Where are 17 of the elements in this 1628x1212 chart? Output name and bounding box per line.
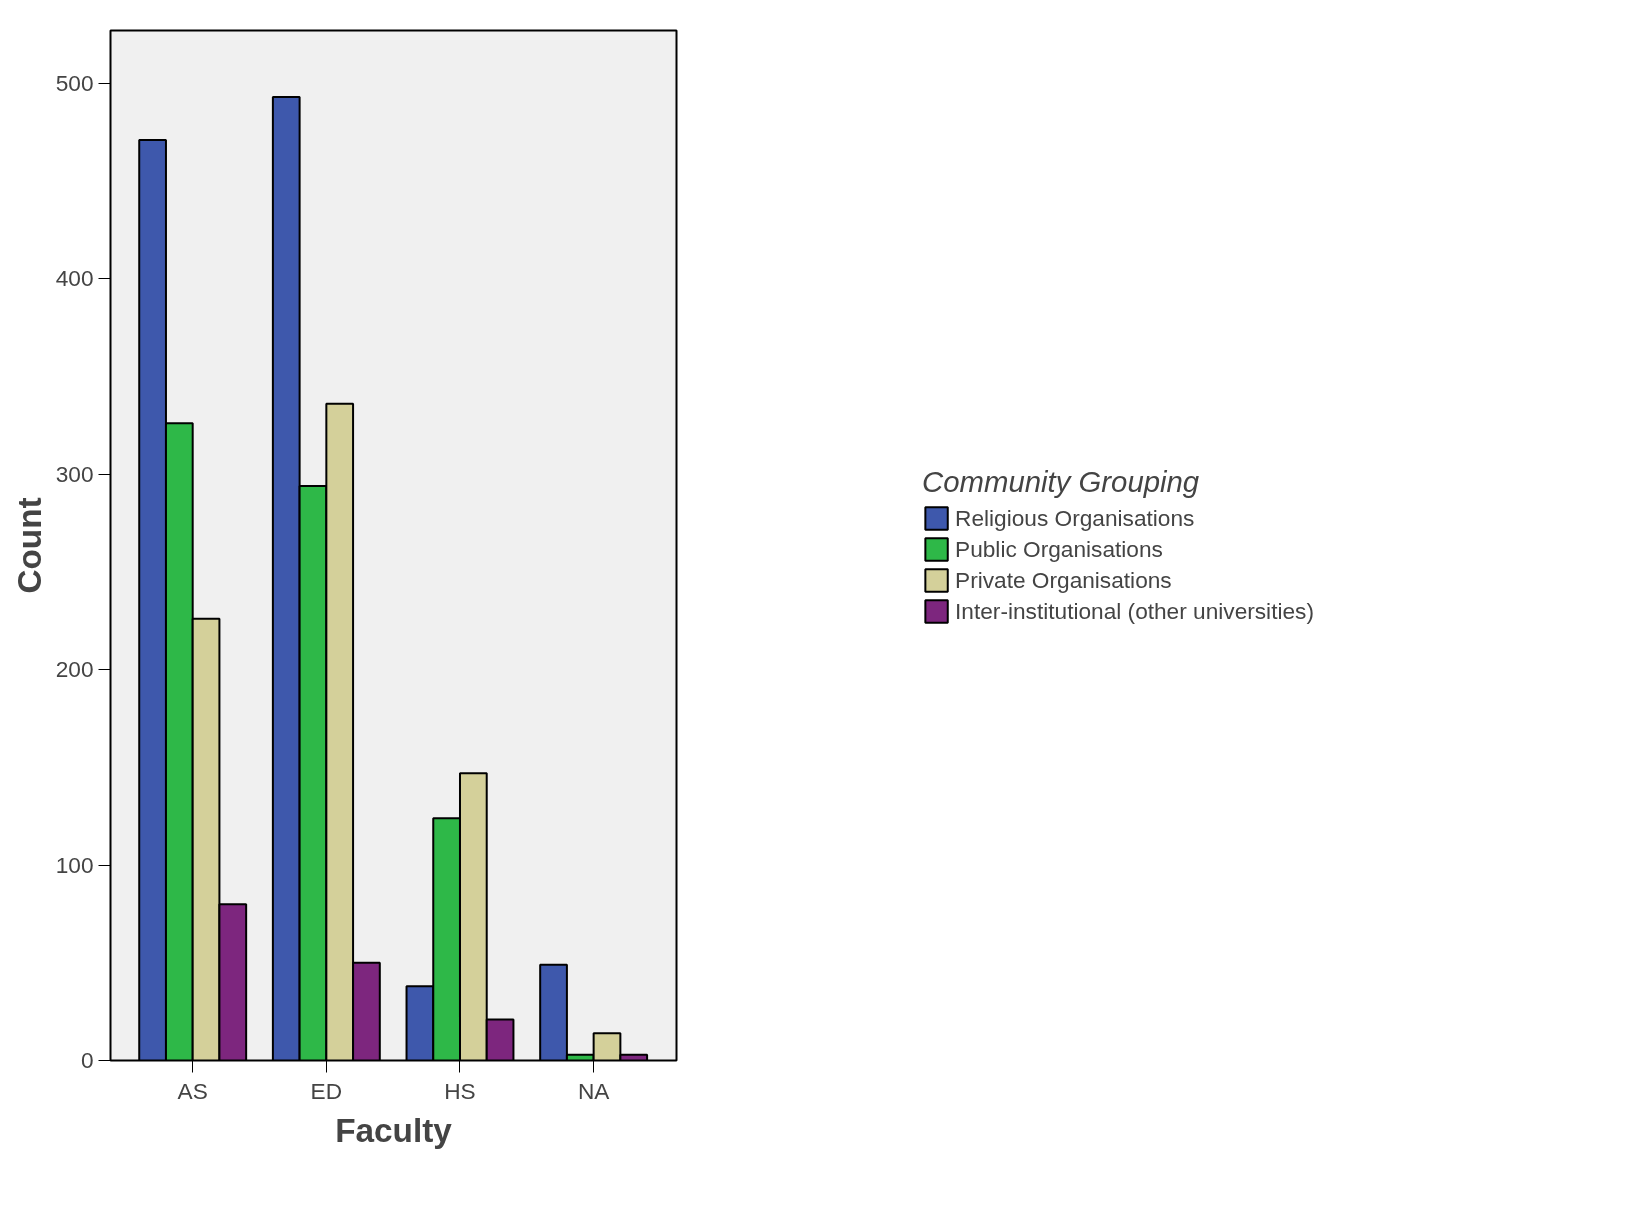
legend-label: Inter-institutional (other universities) [955, 597, 1314, 625]
x-tick-label: HS [444, 1077, 476, 1104]
y-tick-label: 0 [80, 1047, 94, 1073]
x-tick-label: ED [310, 1077, 343, 1104]
x-tick-label: NA [577, 1077, 611, 1104]
x-axis-title: Faculty [335, 1111, 453, 1149]
y-tick-label: 200 [55, 656, 94, 683]
y-axis-title: Count [10, 497, 48, 594]
y-tick-label: 500 [55, 69, 94, 96]
y-tick-label: 400 [55, 265, 94, 292]
y-tick-label: 300 [55, 460, 94, 487]
legend-label: Public Organisations [955, 535, 1164, 563]
legend-label: Religious Organisations [955, 504, 1196, 532]
legend-label: Private Organisations [955, 566, 1173, 594]
legend-title: Community Grouping [922, 465, 1201, 499]
y-tick-label: 100 [55, 851, 94, 878]
x-tick-label: AS [177, 1077, 208, 1104]
